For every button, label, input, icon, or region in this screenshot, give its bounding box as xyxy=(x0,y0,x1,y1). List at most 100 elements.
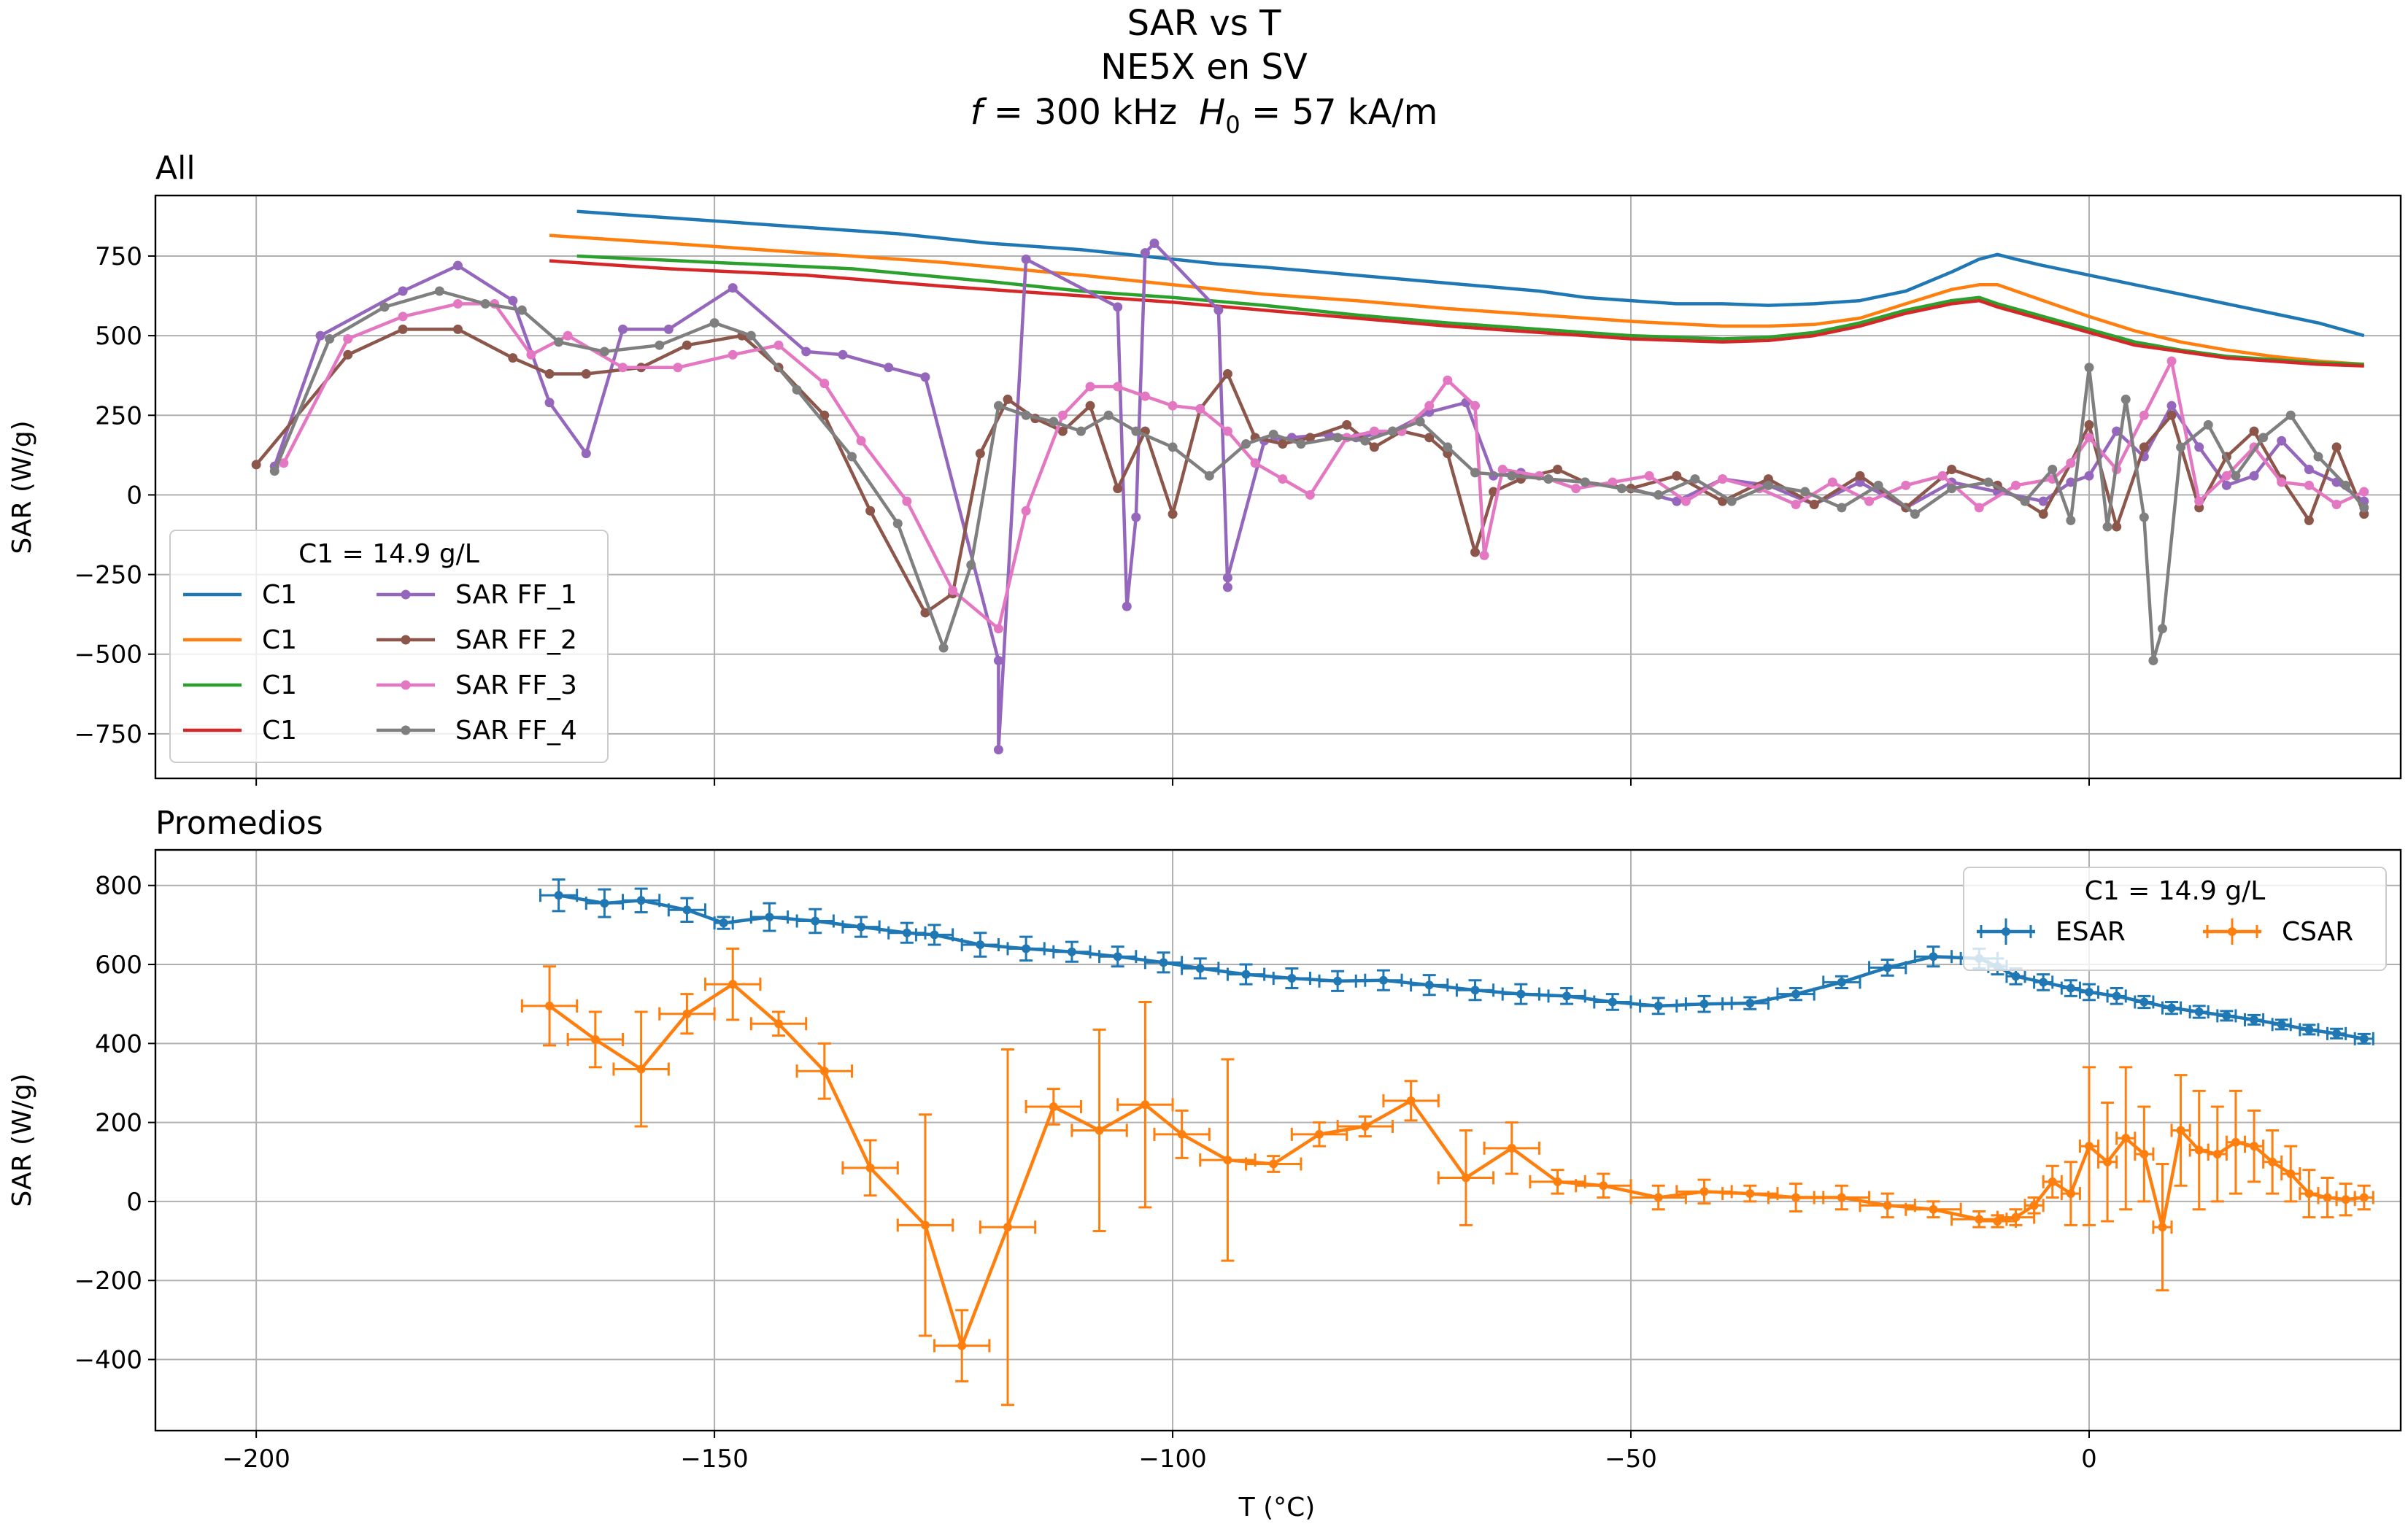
all-data-point xyxy=(801,347,811,357)
promedios-data-point xyxy=(2039,978,2048,987)
all-legend-label: C1 xyxy=(262,580,297,610)
all-data-point xyxy=(1131,512,1141,522)
all-y-tick-label: −250 xyxy=(74,561,142,590)
promedios-data-point xyxy=(2268,1157,2277,1167)
all-data-point xyxy=(2304,480,2314,490)
all-data-point xyxy=(1268,429,1278,439)
all-data-point xyxy=(682,340,692,350)
all-data-point xyxy=(884,363,894,373)
all-data-point xyxy=(2166,401,2177,411)
all-data-point xyxy=(1644,471,1654,481)
all-series-layer xyxy=(251,209,2369,755)
all-legend-entry: SAR FF_2 xyxy=(377,625,577,655)
all-data-point xyxy=(1250,458,1260,468)
promedios-data-point xyxy=(2359,1193,2369,1202)
promedios-data-point xyxy=(1837,1193,1846,1202)
all-data-point xyxy=(655,340,665,350)
all-data-point xyxy=(2221,471,2231,481)
promedios-data-point xyxy=(1067,947,1076,956)
all-legend-label: C1 xyxy=(262,716,297,746)
all-data-point xyxy=(2148,655,2158,665)
figure-title-line-1: SAR vs T xyxy=(1127,3,1281,44)
all-data-point xyxy=(2277,436,2287,446)
all-data-point xyxy=(2038,509,2048,519)
all-data-point xyxy=(2120,394,2131,404)
all-data-point xyxy=(2277,477,2287,487)
promedios-data-point xyxy=(1406,1096,1416,1105)
all-data-point xyxy=(398,324,408,334)
all-data-point xyxy=(1827,477,1837,487)
promedios-data-point xyxy=(2304,1025,2314,1034)
all-data-point xyxy=(2139,410,2149,420)
all-data-point xyxy=(663,324,674,334)
figure-title-line-2: NE5X en SV xyxy=(1100,47,1308,88)
all-data-point xyxy=(1837,503,1847,513)
all-data-point xyxy=(2139,512,2149,522)
all-data-point xyxy=(581,449,591,459)
all-data-point xyxy=(1222,573,1232,583)
all-data-point xyxy=(902,496,912,506)
all-data-point xyxy=(480,298,490,309)
promedios-data-point xyxy=(2139,1149,2149,1158)
all-data-point xyxy=(838,349,848,360)
promedios-data-point xyxy=(920,1220,930,1230)
promedios-data-point xyxy=(1883,1201,1892,1210)
promedios-data-point xyxy=(2066,1189,2075,1199)
all-panel: All −750 −500 −250 0 250 500 750 SAR (W/g) C1 … xyxy=(7,150,2402,786)
promedios-data-point xyxy=(1177,1129,1186,1139)
all-legend-marker xyxy=(401,635,411,645)
promedios-data-point xyxy=(2066,983,2075,993)
promedios-data-point xyxy=(2277,1020,2286,1029)
all-data-point xyxy=(993,655,1003,665)
promedios-data-point xyxy=(2084,987,2094,997)
all-data-point xyxy=(1580,477,1590,487)
promedios-data-point xyxy=(1745,999,1755,1008)
all-data-point xyxy=(1360,436,1370,446)
all-data-point xyxy=(1608,477,1618,487)
all-data-point xyxy=(1113,382,1123,392)
all-data-point xyxy=(343,349,353,360)
all-data-point xyxy=(1470,468,1481,478)
promedios-data-point xyxy=(1929,952,1938,962)
promedios-legend-entry: ESAR xyxy=(1977,917,2126,947)
promedios-legend: C1 = 14.9 g/L ESAR CSAR xyxy=(1963,867,2387,971)
all-data-point xyxy=(1103,410,1114,420)
promedios-data-point xyxy=(1507,1143,1516,1153)
all-data-point xyxy=(2020,496,2030,506)
all-data-point xyxy=(892,519,903,529)
promedios-data-point xyxy=(819,1067,829,1076)
promedios-data-point xyxy=(1223,1156,1232,1165)
all-data-point xyxy=(1168,442,1178,452)
promedios-line-esar-0 xyxy=(558,894,2365,1041)
promedios-data-point xyxy=(2359,1034,2369,1043)
all-data-point xyxy=(398,286,408,296)
promedios-data-point xyxy=(1929,1204,1938,1214)
all-data-point xyxy=(1910,509,1920,519)
all-data-point xyxy=(526,349,536,360)
promedios-data-point xyxy=(2212,1149,2222,1158)
all-data-point xyxy=(379,302,390,312)
all-data-point xyxy=(1974,503,1984,513)
all-line-c1-2 xyxy=(576,254,2364,366)
promedios-data-point xyxy=(2176,1126,2185,1135)
promedios-data-point xyxy=(682,905,692,915)
all-data-point xyxy=(1672,496,1682,506)
all-data-point xyxy=(1497,464,1508,474)
all-data-point xyxy=(1113,484,1123,494)
all-line-sar-ff-3-6 xyxy=(282,302,2365,631)
all-data-point xyxy=(2166,410,2177,420)
promedios-data-point xyxy=(2029,1201,2039,1210)
all-data-point xyxy=(1369,426,1379,436)
all-data-point xyxy=(2066,477,2076,487)
all-data-point xyxy=(1763,480,1773,490)
promedios-data-point xyxy=(1699,999,1709,1009)
all-data-point xyxy=(2249,426,2259,436)
all-legend-entry: C1 xyxy=(183,580,297,610)
promedios-data-point xyxy=(1378,975,1388,985)
promedios-data-point xyxy=(1049,1102,1058,1111)
all-data-point xyxy=(1332,433,1343,443)
promedios-data-point xyxy=(2167,1003,2177,1013)
all-data-point xyxy=(2112,522,2122,532)
promedios-plot-frame xyxy=(154,848,2402,1432)
all-ticks: −750 −500 −250 0 250 500 750 xyxy=(74,242,2090,786)
